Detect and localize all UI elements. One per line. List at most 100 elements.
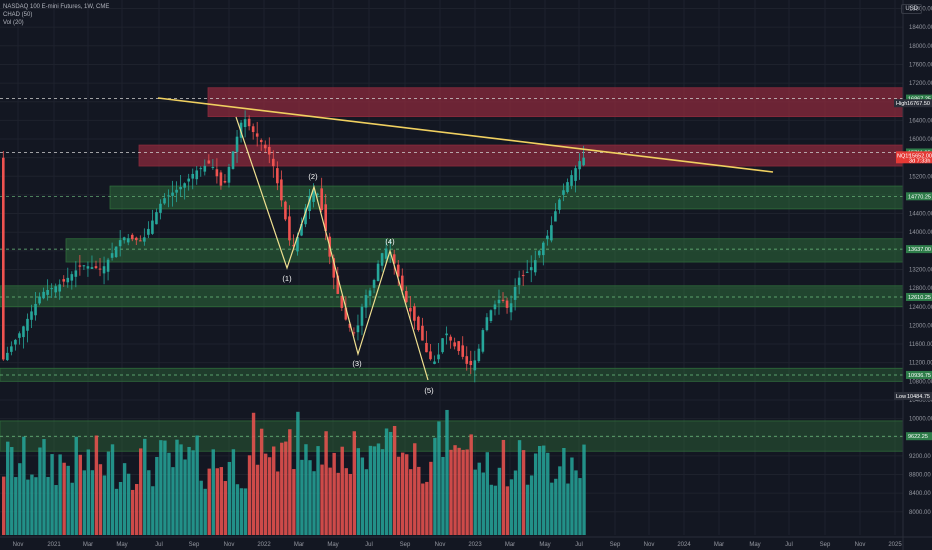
price-tick-label: 8800.00: [909, 473, 931, 479]
volume-bar: [517, 440, 522, 535]
volume-bar: [110, 444, 115, 535]
volume-bar: [348, 473, 352, 535]
volume-bar: [529, 475, 534, 535]
price-tag-bg: [894, 99, 932, 108]
volume-bar: [324, 431, 328, 535]
volume-bar: [42, 439, 46, 535]
candle-body: [296, 236, 299, 252]
time-tick-label: May: [327, 542, 338, 548]
volume-bar: [18, 463, 22, 535]
wave-label: (1): [282, 274, 292, 283]
candle-body: [554, 211, 557, 222]
volume-bar: [405, 454, 409, 535]
candle-body: [465, 356, 469, 364]
time-tick-label: Mar: [714, 542, 724, 548]
candle-body: [106, 259, 110, 272]
time-tick-label: Sep: [189, 542, 200, 548]
time-tick-label: Mar: [505, 542, 515, 548]
candle-body: [473, 360, 477, 371]
volume-bar: [183, 459, 187, 535]
volume-bars: [2, 409, 586, 535]
candle-body: [114, 246, 118, 258]
legend-symbol[interactable]: NASDAQ 100 E-mini Futures, 1W, CME: [3, 4, 110, 10]
candle-body: [276, 168, 279, 184]
candle-body: [86, 266, 90, 269]
volume-bar: [292, 469, 296, 535]
candle-body: [392, 254, 396, 264]
candle-body: [207, 160, 211, 164]
legend-indicator-chad[interactable]: CHAD (50): [3, 12, 33, 18]
candle-body: [537, 250, 541, 256]
zones: [0, 87, 904, 452]
price-tag-bg: [906, 192, 932, 201]
candle-body: [167, 195, 170, 197]
volume-bar: [562, 448, 566, 535]
price-tick-label: 13200.00: [909, 267, 932, 273]
volume-bar: [461, 449, 465, 535]
volume-bar: [82, 470, 86, 535]
price-tag-value: 9622.25: [908, 434, 928, 440]
legend-indicator-vol[interactable]: Vol (20): [3, 20, 24, 26]
candle-body: [163, 198, 166, 204]
volume-bar: [263, 453, 268, 535]
candle-body: [6, 352, 9, 361]
price-tick-label: 18800.00: [909, 7, 932, 13]
volume-bar: [368, 445, 373, 535]
volume-bar: [558, 466, 562, 535]
price-tag-value: 13637.00: [908, 247, 931, 253]
volume-bar: [441, 456, 445, 535]
volume-bar: [300, 459, 304, 535]
candle-body: [134, 237, 138, 241]
volume-bar: [223, 481, 228, 535]
price-tick-label: 12400.00: [909, 305, 932, 311]
volume-bar: [10, 447, 14, 535]
volume-bar: [469, 434, 473, 535]
volume-bar: [465, 449, 469, 535]
time-tick-label: Nov: [224, 542, 235, 548]
time-tick-label: Sep: [820, 542, 831, 548]
candle-body: [320, 188, 323, 211]
candle-body: [562, 190, 565, 195]
candle-body: [255, 133, 259, 137]
candle-body: [525, 271, 529, 273]
volume-bar: [582, 444, 586, 535]
candle-body: [175, 189, 178, 193]
time-axis[interactable]: Nov 2021 Mar May Jul Sep Nov 2022 Mar May Jul Sep No…: [0, 536, 932, 548]
candle-body: [26, 318, 29, 331]
time-tick-label: Sep: [400, 542, 411, 548]
volume-bar: [546, 452, 550, 535]
price-tag-label: NQ1!: [897, 153, 910, 159]
candle-body: [211, 166, 215, 168]
volume-bar: [566, 483, 570, 535]
volume-bar: [332, 452, 336, 535]
price-axis[interactable]: 8000.008400.008800.009200.009600.0010000…: [902, 0, 932, 550]
volume-bar: [191, 450, 195, 535]
candle-body: [400, 275, 404, 291]
volume-bar: [457, 447, 461, 535]
volume-bar: [22, 436, 26, 535]
volume-bar: [46, 477, 50, 535]
candle-body: [546, 235, 549, 240]
candle-body: [364, 295, 368, 308]
candle-body: [429, 351, 432, 360]
candle-body: [409, 307, 412, 312]
currency-label[interactable]: USD: [901, 4, 922, 14]
price-tag-bg: [906, 94, 932, 103]
volume-bar: [50, 454, 54, 535]
candle-body: [110, 253, 114, 258]
candle-body: [405, 291, 408, 303]
volume-bar: [429, 461, 433, 535]
price-tag-bg: [906, 245, 932, 254]
price-tick-label: 11200.00: [909, 361, 932, 367]
candle-body: [231, 151, 235, 169]
volume-bar: [505, 486, 510, 535]
candle-body: [292, 245, 295, 247]
candle-body: [449, 336, 452, 341]
candle-body: [501, 299, 505, 301]
candle-body: [550, 225, 553, 241]
volume-bar: [58, 454, 62, 535]
zone-rect: [207, 87, 904, 118]
volume-bar: [304, 444, 308, 535]
volume-bar: [130, 489, 135, 535]
